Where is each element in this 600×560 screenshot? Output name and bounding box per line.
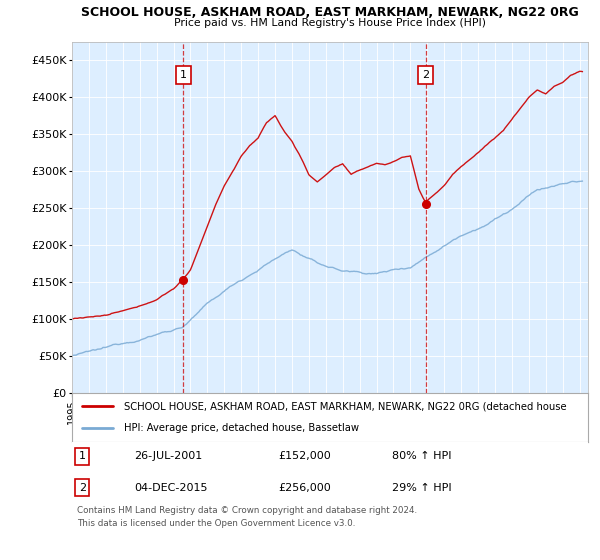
Text: Contains HM Land Registry data © Crown copyright and database right 2024.: Contains HM Land Registry data © Crown c… [77, 506, 417, 515]
Text: 04-DEC-2015: 04-DEC-2015 [134, 483, 208, 493]
Text: 26-JUL-2001: 26-JUL-2001 [134, 451, 202, 461]
Text: 80% ↑ HPI: 80% ↑ HPI [392, 451, 451, 461]
Text: 2: 2 [422, 70, 430, 80]
Text: 1: 1 [79, 451, 86, 461]
Text: 1: 1 [179, 70, 187, 80]
Text: Price paid vs. HM Land Registry's House Price Index (HPI): Price paid vs. HM Land Registry's House … [174, 18, 486, 28]
Text: HPI: Average price, detached house, Bassetlaw: HPI: Average price, detached house, Bass… [124, 423, 359, 433]
Text: SCHOOL HOUSE, ASKHAM ROAD, EAST MARKHAM, NEWARK, NG22 0RG (detached house: SCHOOL HOUSE, ASKHAM ROAD, EAST MARKHAM,… [124, 402, 566, 411]
Text: This data is licensed under the Open Government Licence v3.0.: This data is licensed under the Open Gov… [77, 519, 356, 528]
Text: 29% ↑ HPI: 29% ↑ HPI [392, 483, 452, 493]
Text: £256,000: £256,000 [278, 483, 331, 493]
Text: SCHOOL HOUSE, ASKHAM ROAD, EAST MARKHAM, NEWARK, NG22 0RG: SCHOOL HOUSE, ASKHAM ROAD, EAST MARKHAM,… [81, 6, 579, 19]
Text: 2: 2 [79, 483, 86, 493]
Text: £152,000: £152,000 [278, 451, 331, 461]
